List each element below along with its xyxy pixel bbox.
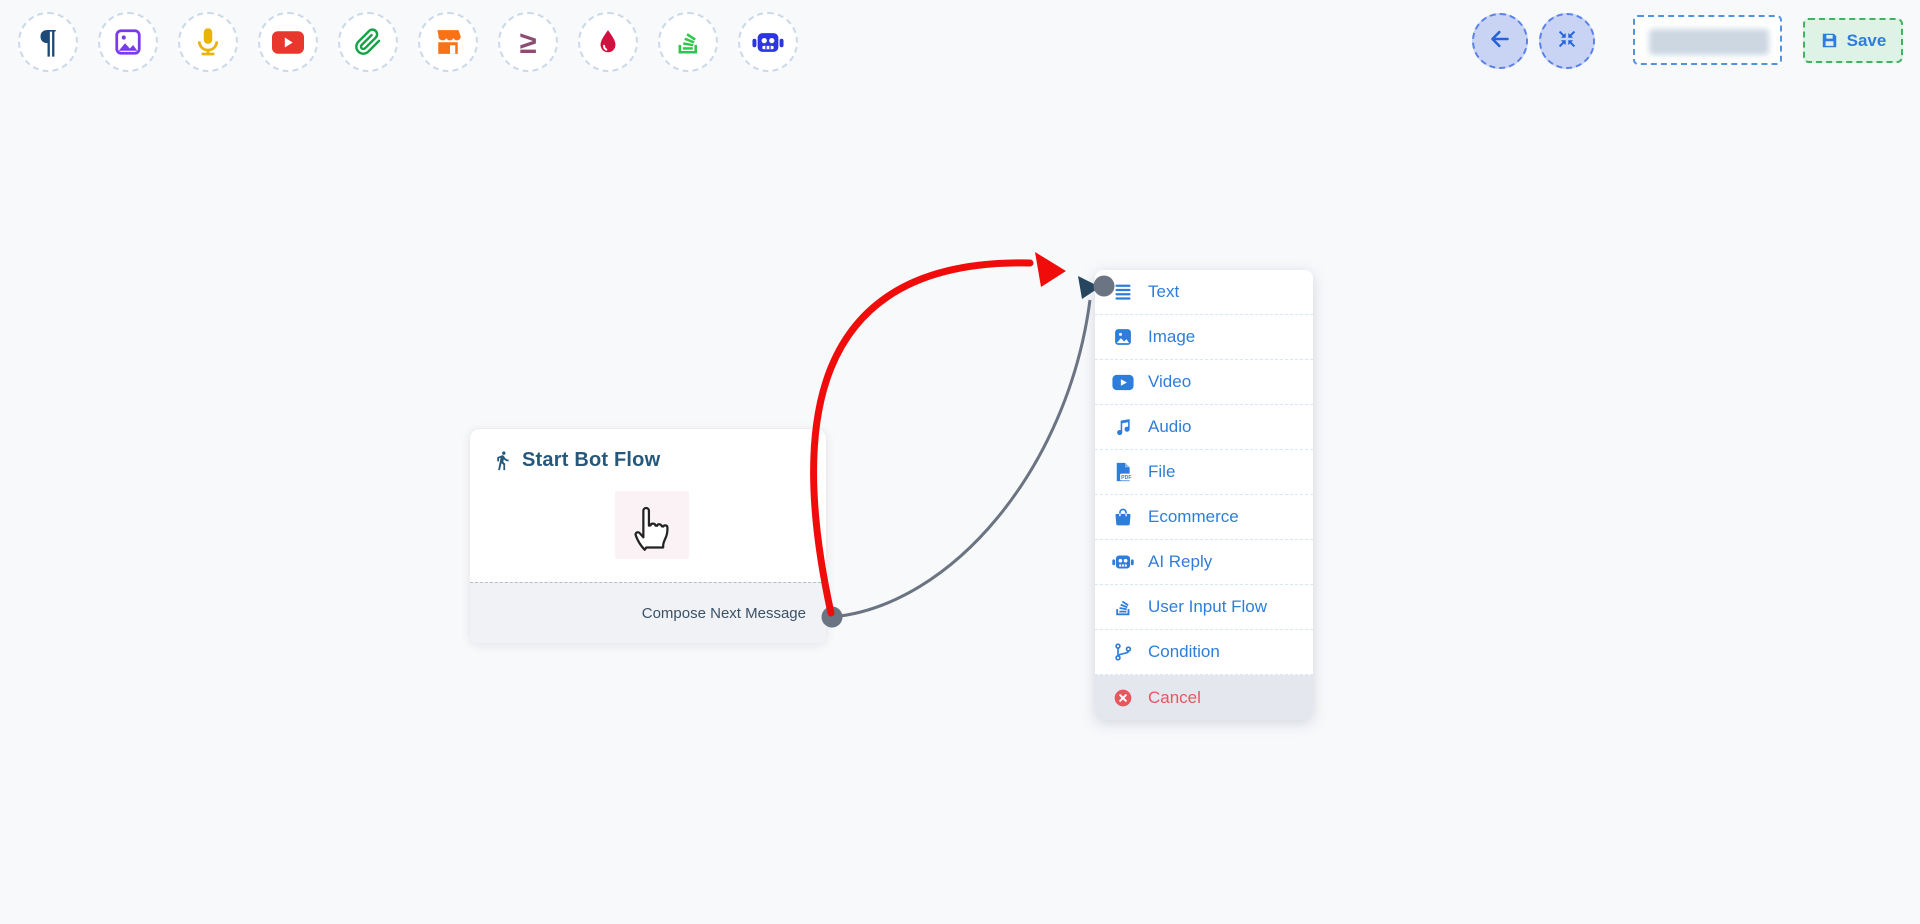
menu-label: User Input Flow	[1148, 597, 1268, 616]
red-edge-arrowhead-icon	[1035, 252, 1066, 287]
menu-item-image[interactable]: Image	[1095, 315, 1313, 360]
menu-label: Image	[1148, 327, 1196, 346]
compose-next-message-action[interactable]: Compose Next Message	[641, 604, 806, 622]
stack-icon	[674, 28, 702, 56]
red-highlight-edge	[810, 259, 1034, 617]
svg-text:PDF: PDF	[1121, 475, 1131, 481]
drop-highlight	[615, 491, 689, 559]
store-icon	[433, 27, 463, 57]
arrow-left-icon	[1487, 26, 1513, 57]
paperclip-icon	[354, 28, 382, 56]
branch-icon	[1112, 642, 1134, 662]
menu-item-condition[interactable]: Condition	[1095, 630, 1313, 675]
menu-label: Audio	[1148, 417, 1192, 436]
node-header: Start Bot Flow	[470, 429, 826, 472]
floppy-disk-icon	[1820, 31, 1839, 50]
menu-item-video[interactable]: Video	[1095, 360, 1313, 405]
menu-label: Cancel	[1148, 687, 1201, 707]
shopping-bag-icon	[1112, 507, 1134, 527]
start-bot-flow-node[interactable]: Start Bot Flow Compose Next Message	[469, 428, 827, 644]
menu-item-user-input-flow[interactable]: User Input Flow	[1095, 585, 1313, 630]
save-button[interactable]: Save	[1803, 18, 1903, 63]
node-footer: Compose Next Message	[470, 582, 826, 643]
cancel-icon	[1112, 688, 1134, 708]
palette-file-button[interactable]	[338, 12, 398, 72]
menu-item-audio[interactable]: Audio	[1095, 405, 1313, 450]
pilcrow-icon: ¶	[38, 23, 58, 60]
palette-audio-button[interactable]	[178, 12, 238, 72]
compress-button[interactable]	[1539, 13, 1595, 69]
microphone-icon	[193, 27, 223, 57]
menu-item-ecommerce[interactable]: Ecommerce	[1095, 495, 1313, 540]
gray-connection-edge	[831, 299, 1092, 619]
palette-image-button[interactable]	[98, 12, 158, 72]
robot-icon	[1112, 553, 1134, 571]
stack-icon	[1112, 597, 1134, 617]
palette-condition-button[interactable]: ≥	[498, 12, 558, 72]
node-type-menu: Text Image Video Audio PDF File	[1095, 270, 1313, 720]
walking-person-icon	[492, 450, 513, 471]
menu-item-ai-reply[interactable]: AI Reply	[1095, 540, 1313, 585]
node-output-connector[interactable]	[822, 607, 844, 629]
menu-label: Text	[1148, 282, 1180, 301]
menu-item-file[interactable]: PDF File	[1095, 450, 1313, 495]
menu-label: File	[1148, 462, 1176, 481]
menu-label: Condition	[1148, 642, 1220, 661]
image-icon	[1112, 327, 1134, 347]
palette-ecommerce-button[interactable]	[418, 12, 478, 72]
menu-label: Ecommerce	[1148, 507, 1239, 526]
palette-video-button[interactable]	[258, 12, 318, 72]
flow-name-input[interactable]	[1635, 17, 1780, 63]
flow-name-input-box	[1633, 15, 1782, 65]
youtube-icon	[272, 30, 304, 54]
menu-label: AI Reply	[1148, 552, 1213, 571]
save-label: Save	[1846, 30, 1887, 50]
file-pdf-icon: PDF	[1112, 462, 1134, 482]
music-note-icon	[1112, 417, 1134, 437]
text-lines-icon	[1112, 282, 1134, 302]
menu-item-cancel[interactable]: Cancel	[1095, 675, 1313, 720]
palette-drip-button[interactable]	[578, 12, 638, 72]
video-icon	[1112, 374, 1134, 391]
node-title: Start Bot Flow	[522, 449, 661, 471]
menu-label: Video	[1148, 372, 1192, 391]
palette-ai-reply-button[interactable]	[738, 12, 798, 72]
robot-icon	[752, 30, 784, 55]
palette-text-button[interactable]: ¶	[18, 12, 78, 72]
palette-user-input-button[interactable]	[658, 12, 718, 72]
greater-equal-icon: ≥	[519, 24, 537, 60]
menu-item-text[interactable]: Text	[1095, 270, 1313, 315]
compress-icon	[1555, 27, 1579, 56]
image-icon	[113, 27, 143, 57]
back-button[interactable]	[1472, 13, 1528, 69]
droplet-icon	[594, 28, 622, 56]
